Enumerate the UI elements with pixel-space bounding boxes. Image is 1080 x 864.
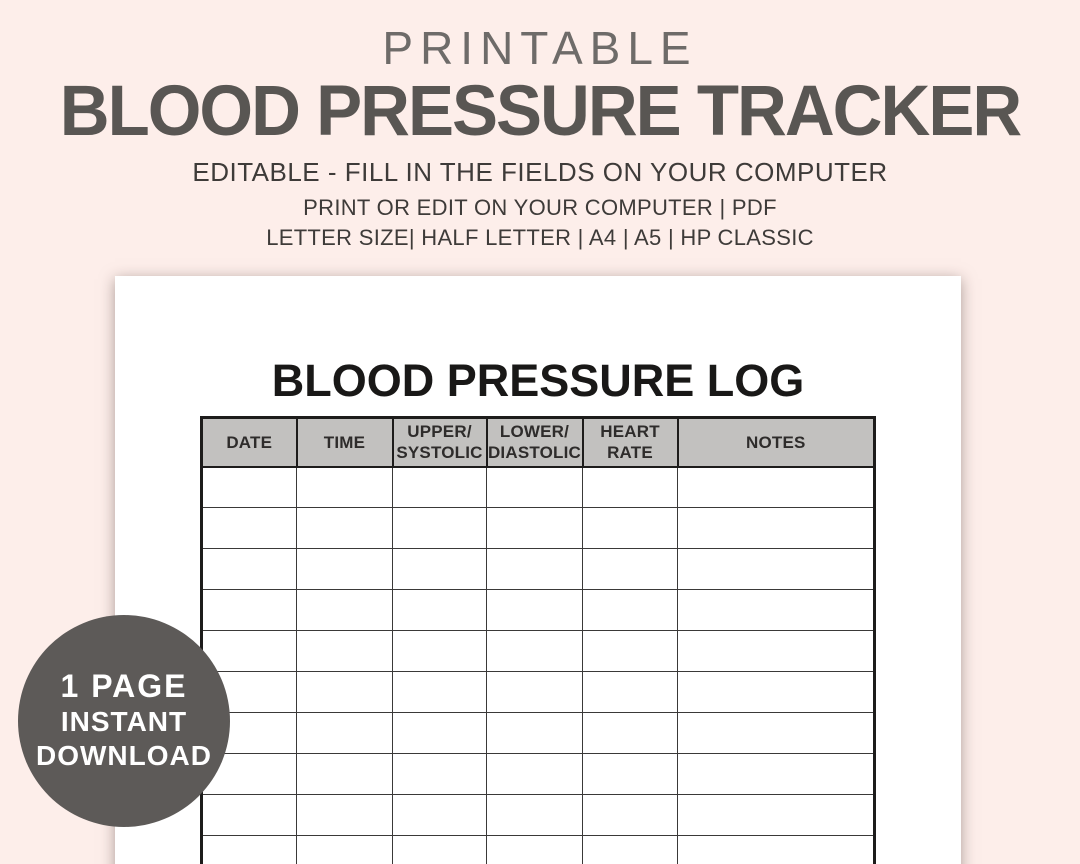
empty-cell: [201, 589, 297, 631]
empty-cell: [296, 466, 393, 508]
empty-cell: [201, 835, 297, 864]
table-row: [201, 835, 875, 864]
empty-cell: [392, 548, 487, 590]
subtitle-paper-sizes: LETTER SIZE| HALF LETTER | A4 | A5 | HP …: [266, 225, 814, 251]
subtitle-editable: EDITABLE - FILL IN THE FIELDS ON YOUR CO…: [192, 157, 888, 188]
badge-instant-label: INSTANT: [60, 706, 188, 738]
empty-cell: [486, 548, 583, 590]
empty-cell: [392, 753, 487, 795]
empty-cell: [296, 507, 393, 549]
table-row: [201, 753, 875, 795]
empty-cell: [582, 671, 678, 713]
empty-cell: [201, 794, 297, 836]
empty-cell: [201, 507, 297, 549]
empty-cell: [582, 548, 678, 590]
printable-page-mockup: BLOOD PRESSURE LOG DATE TIME UPPER/ SYSTOL…: [115, 276, 961, 864]
empty-cell: [486, 794, 583, 836]
empty-cell: [296, 794, 393, 836]
table-row: [201, 794, 875, 836]
empty-cell: [296, 712, 393, 754]
empty-cell: [582, 712, 678, 754]
empty-cell: [677, 548, 875, 590]
empty-cell: [486, 630, 583, 672]
empty-cell: [677, 466, 875, 508]
empty-cell: [201, 548, 297, 590]
empty-cell: [677, 630, 875, 672]
empty-cell: [392, 630, 487, 672]
table-row: [201, 589, 875, 631]
empty-cell: [392, 466, 487, 508]
empty-cell: [486, 507, 583, 549]
table-body: [201, 466, 875, 864]
empty-cell: [296, 753, 393, 795]
column-header-lower: LOWER/ DIASTOLIC: [485, 416, 584, 468]
table-row: [201, 671, 875, 713]
empty-cell: [677, 589, 875, 631]
empty-cell: [392, 835, 487, 864]
table-row: [201, 466, 875, 508]
table-row: [201, 630, 875, 672]
empty-cell: [677, 507, 875, 549]
table-row: [201, 507, 875, 549]
badge-page-count: 1 PAGE: [60, 668, 188, 705]
product-title: BLOOD PRESSURE TRACKER: [59, 70, 1022, 151]
empty-cell: [296, 548, 393, 590]
column-header-upper: UPPER/ SYSTOLIC: [391, 416, 488, 468]
empty-cell: [392, 589, 487, 631]
empty-cell: [392, 671, 487, 713]
empty-cell: [582, 753, 678, 795]
empty-cell: [296, 589, 393, 631]
empty-cell: [392, 712, 487, 754]
table-row: [201, 712, 875, 754]
badge-download-label: DOWNLOAD: [36, 740, 212, 772]
empty-cell: [677, 794, 875, 836]
kicker-text: PRINTABLE: [382, 22, 698, 74]
empty-cell: [677, 835, 875, 864]
empty-cell: [582, 835, 678, 864]
column-header-notes: NOTES: [676, 416, 876, 468]
blood-pressure-table: DATE TIME UPPER/ SYSTOLIC LOWER/ DIASTOLIC H…: [200, 416, 876, 864]
empty-cell: [582, 630, 678, 672]
empty-cell: [486, 671, 583, 713]
empty-cell: [582, 466, 678, 508]
empty-cell: [486, 466, 583, 508]
column-header-date: DATE: [200, 416, 298, 468]
empty-cell: [486, 589, 583, 631]
empty-cell: [392, 794, 487, 836]
column-header-heart: HEART RATE: [581, 416, 679, 468]
empty-cell: [677, 671, 875, 713]
empty-cell: [486, 753, 583, 795]
empty-cell: [582, 794, 678, 836]
empty-cell: [677, 753, 875, 795]
empty-cell: [201, 466, 297, 508]
empty-cell: [201, 630, 297, 672]
log-title: BLOOD PRESSURE LOG: [271, 355, 805, 406]
empty-cell: [677, 712, 875, 754]
promo-header: PRINTABLE BLOOD PRESSURE TRACKER EDITABL…: [0, 0, 1080, 250]
empty-cell: [296, 630, 393, 672]
table-row: [201, 548, 875, 590]
empty-cell: [392, 507, 487, 549]
empty-cell: [486, 712, 583, 754]
table-header-row: DATE TIME UPPER/ SYSTOLIC LOWER/ DIASTOLIC H…: [200, 416, 876, 468]
empty-cell: [296, 835, 393, 864]
column-header-time: TIME: [295, 416, 394, 468]
empty-cell: [296, 671, 393, 713]
instant-download-badge: 1 PAGE INSTANT DOWNLOAD: [18, 615, 230, 827]
empty-cell: [582, 507, 678, 549]
empty-cell: [486, 835, 583, 864]
empty-cell: [582, 589, 678, 631]
subtitle-print-options: PRINT OR EDIT ON YOUR COMPUTER | PDF: [303, 194, 777, 220]
